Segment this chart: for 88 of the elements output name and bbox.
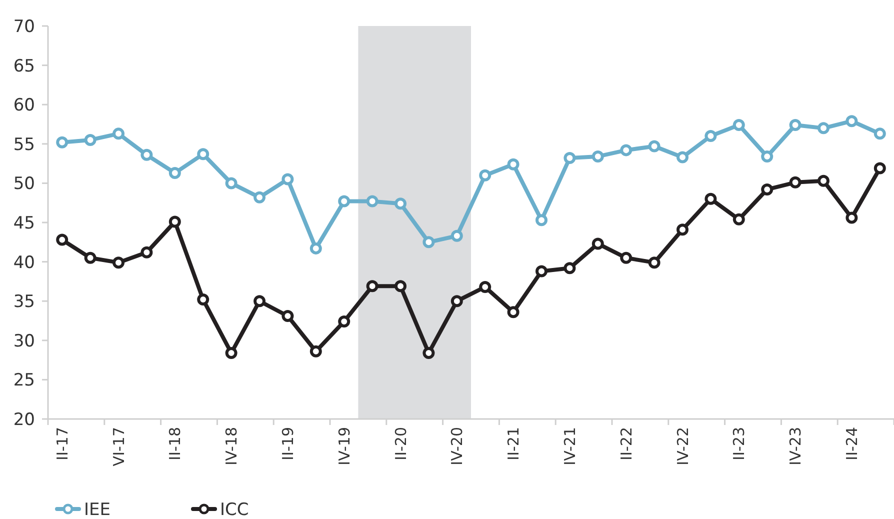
y-tick-label: 35 <box>13 292 35 312</box>
x-tick-label: IV-19 <box>335 427 354 466</box>
point <box>366 280 378 292</box>
point <box>84 252 96 264</box>
point <box>56 136 68 148</box>
point <box>592 150 604 162</box>
x-tick-label: II-21 <box>504 427 523 460</box>
point <box>704 130 717 142</box>
point <box>789 119 802 132</box>
point <box>620 252 632 264</box>
point <box>197 148 210 160</box>
point <box>874 128 886 140</box>
point <box>254 191 266 204</box>
y-tick-label: 20 <box>13 410 35 430</box>
point <box>366 195 378 208</box>
point <box>225 346 238 359</box>
x-tick-label: II-19 <box>278 427 297 460</box>
point <box>422 236 435 248</box>
point <box>112 256 124 269</box>
point <box>282 310 294 322</box>
point <box>338 195 350 208</box>
point <box>197 294 210 306</box>
point <box>592 238 604 250</box>
point <box>676 151 688 164</box>
point <box>846 115 858 128</box>
point <box>310 345 322 358</box>
point <box>450 230 463 242</box>
y-tick-label: 65 <box>13 56 35 76</box>
point <box>450 295 463 308</box>
point <box>479 280 492 293</box>
point <box>84 134 96 146</box>
point <box>818 174 830 187</box>
legend-label: ICC <box>220 500 249 519</box>
point <box>168 166 181 179</box>
x-tick-label: II-20 <box>392 427 410 460</box>
x-tick-label: II-24 <box>842 427 861 460</box>
point <box>140 148 153 161</box>
point <box>536 214 548 226</box>
point <box>254 295 266 308</box>
y-tick-label: 25 <box>13 370 35 391</box>
point <box>648 140 660 152</box>
point <box>422 346 435 359</box>
point <box>338 316 350 328</box>
point <box>874 162 886 174</box>
x-tick-label: IV-20 <box>448 427 466 466</box>
point <box>394 280 406 292</box>
point <box>225 177 238 190</box>
point <box>168 216 181 228</box>
point <box>789 176 802 188</box>
y-tick-label: 70 <box>13 16 35 37</box>
point <box>704 192 717 205</box>
x-tick-label: VI-17 <box>110 427 128 466</box>
y-tick-label: 55 <box>13 134 35 155</box>
point <box>56 234 68 246</box>
y-tick-label: 60 <box>13 96 35 116</box>
x-tick-label: II-23 <box>730 427 748 460</box>
point <box>620 144 632 156</box>
point <box>507 158 520 170</box>
point <box>507 306 520 318</box>
point <box>310 242 322 254</box>
point <box>732 119 745 132</box>
x-tick-label: II-22 <box>617 427 636 460</box>
x-tick-label: II-18 <box>166 427 184 460</box>
point <box>818 122 830 134</box>
y-tick-label: 50 <box>13 174 35 194</box>
point <box>112 128 124 140</box>
x-tick-label: II-17 <box>53 427 72 460</box>
point <box>479 169 492 182</box>
legend-label: IEE <box>84 500 110 519</box>
point <box>761 150 774 162</box>
y-tick-label: 40 <box>13 252 35 273</box>
x-tick-label: IV-22 <box>674 427 692 466</box>
point <box>676 224 688 236</box>
point <box>648 256 660 269</box>
point <box>282 173 294 186</box>
point <box>536 265 548 278</box>
point <box>564 262 576 274</box>
point <box>394 198 406 210</box>
point <box>140 246 153 258</box>
point <box>564 152 576 164</box>
x-tick-label: IV-18 <box>222 427 241 466</box>
y-tick-label: 30 <box>13 331 35 352</box>
point <box>846 212 858 224</box>
point <box>732 213 745 226</box>
x-tick-label: IV-23 <box>786 427 805 466</box>
point <box>761 183 774 196</box>
y-tick-label: 45 <box>13 213 35 234</box>
x-tick-label: IV-21 <box>560 427 579 466</box>
